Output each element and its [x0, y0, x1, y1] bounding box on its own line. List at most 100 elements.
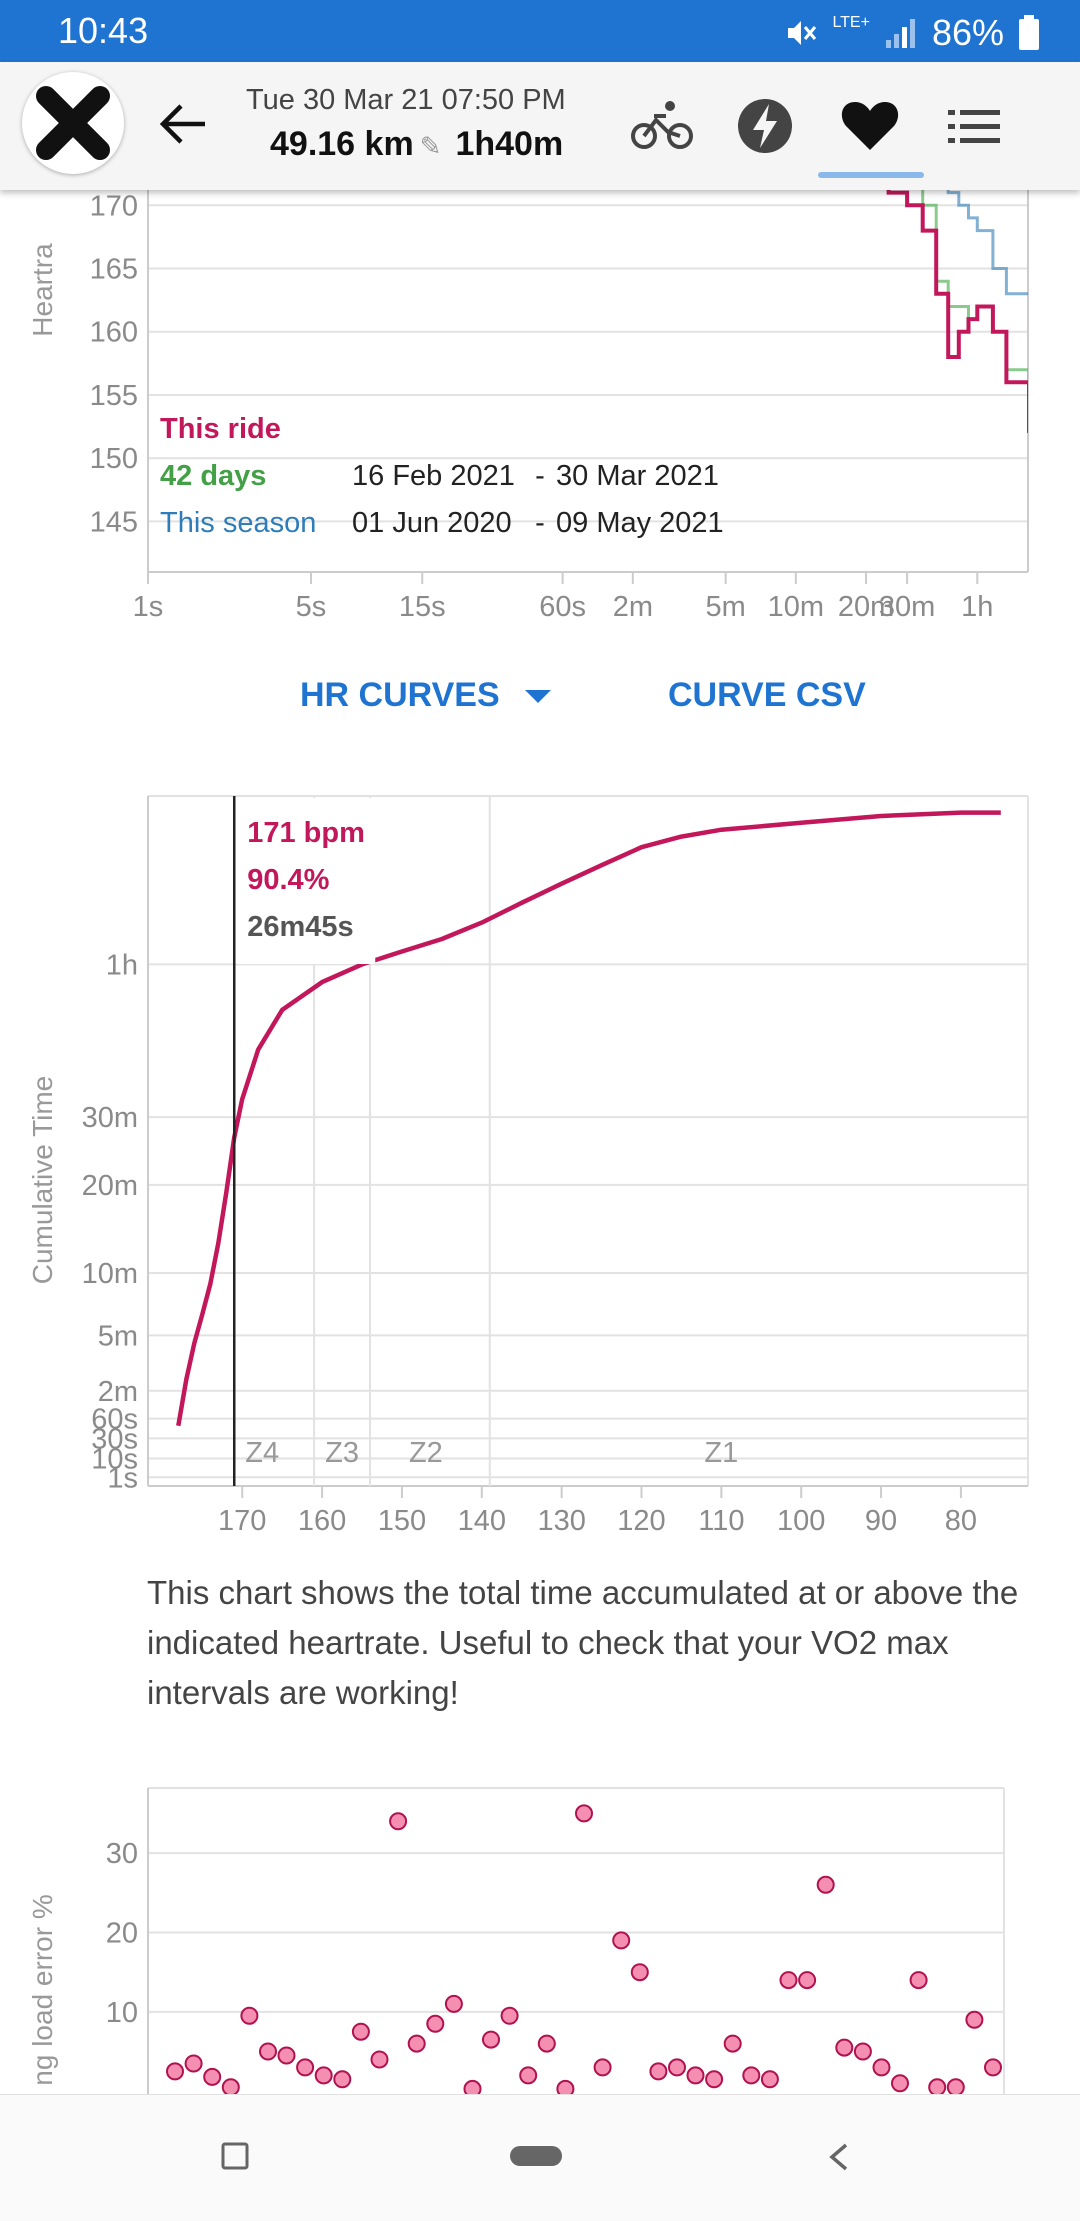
hr-x-tick: 10m: [768, 591, 824, 623]
ride-duration: 1h40m: [455, 125, 564, 163]
hr-x-tick: 30m: [879, 591, 935, 623]
recent-apps-icon[interactable]: [220, 2141, 250, 2171]
home-pill-icon[interactable]: [508, 2143, 564, 2169]
cursor-percent: 90.4%: [247, 864, 329, 896]
cum-y-tick: 60s: [91, 1404, 138, 1436]
signal-icon: [885, 19, 915, 48]
scatter-point: [984, 2058, 1002, 2077]
hr-y-tick: 145: [90, 506, 138, 538]
legend-season-from: 01 Jun 2020: [352, 507, 512, 539]
active-tab-indicator: [818, 172, 924, 178]
system-nav-bar: [0, 2094, 1080, 2221]
scatter-point: [184, 2054, 203, 2073]
zone-label: Z2: [409, 1437, 443, 1469]
scatter-point: [500, 2006, 519, 2025]
list-icon[interactable]: [942, 94, 1006, 158]
heart-icon[interactable]: [838, 94, 902, 158]
scatter-point: [649, 2062, 668, 2081]
scatter-point: [407, 2034, 426, 2053]
zone-label: Z1: [704, 1437, 738, 1469]
scatter-point: [668, 2058, 686, 2077]
scatter-point: [221, 2078, 240, 2094]
scatter-point: [779, 1971, 798, 1990]
hr-y-tick: 155: [90, 380, 138, 412]
power-icon[interactable]: [733, 94, 797, 158]
curve-csv-button[interactable]: CURVE CSV: [668, 676, 866, 714]
hr-x-tick: 1s: [133, 591, 164, 623]
scatter-point: [853, 2042, 872, 2061]
ride-stats: 49.16 km ✎ 1h40m: [270, 125, 563, 164]
cum-x-tick: 160: [298, 1505, 346, 1537]
cursor-tooltip: [237, 798, 376, 964]
cursor-time: 26m45s: [247, 911, 353, 943]
hr-curve-chart[interactable]: Heartra 170 165 160 155 150 145 1s 5s 15s 60s 2m 5m…: [0, 180, 1080, 640]
scatter-point: [296, 2058, 315, 2077]
scatter-point: [389, 1812, 408, 1831]
hr-y-tick: 170: [90, 190, 138, 222]
cum-x-tick: 140: [458, 1505, 506, 1537]
scatter-point: [760, 2070, 779, 2089]
scatter-y-tick: 10: [106, 1997, 138, 2029]
scatter-point: [277, 2046, 296, 2065]
edit-icon[interactable]: ✎: [419, 131, 442, 161]
hr-curves-button[interactable]: HR CURVES: [300, 676, 553, 715]
cumulative-time-chart[interactable]: Cumulative Time 1h 30m 20m 10m 5m 2m60s30s10s…: [0, 780, 1080, 1550]
cum-x-tick: 110: [698, 1505, 744, 1537]
scatter-point: [166, 2062, 184, 2081]
hr-series-line: [866, 180, 1028, 433]
legend-42-days-from: 16 Feb 2021: [352, 460, 515, 492]
scatter-point: [351, 2022, 370, 2041]
scatter-point: [203, 2067, 222, 2086]
scatter-point: [463, 2079, 482, 2094]
cumulative-y-axis-label: Cumulative Time: [27, 1076, 58, 1285]
bike-icon[interactable]: [630, 94, 694, 158]
scatter-point: [816, 1875, 835, 1894]
close-button[interactable]: [22, 72, 124, 174]
scatter-point: [686, 2066, 705, 2085]
battery-icon: [1019, 15, 1039, 50]
scatter-point: [891, 2074, 909, 2093]
ride-date: Tue 30 Mar 21 07:50 PM: [246, 84, 566, 116]
cum-y-tick: 10m: [82, 1258, 138, 1290]
back-arrow-icon[interactable]: [155, 94, 215, 154]
load-error-scatter-chart[interactable]: ng load error % 30 20 10: [0, 1770, 1080, 2094]
scatter-point: [798, 1971, 817, 1990]
cum-x-tick: 120: [617, 1505, 665, 1537]
hr-x-tick: 1h: [961, 591, 993, 623]
cum-x-tick: 100: [777, 1505, 825, 1537]
scatter-point: [556, 2079, 575, 2094]
hr-y-axis-label: Heartra: [27, 243, 58, 337]
legend-season-to: 09 May 2021: [556, 507, 724, 539]
scatter-point: [742, 2066, 761, 2085]
cum-x-tick: 170: [218, 1505, 266, 1537]
legend-this-season: This season: [160, 507, 316, 539]
scatter-point: [612, 1931, 631, 1950]
curve-buttons: HR CURVES CURVE CSV: [0, 670, 1080, 740]
back-nav-icon[interactable]: [824, 2141, 854, 2173]
hr-y-tick: 150: [90, 443, 138, 475]
hr-x-tick: 20m: [838, 591, 894, 623]
cum-y-tick: 10s: [91, 1444, 138, 1476]
legend-this-ride: This ride: [160, 413, 281, 445]
legend-season-sep: -: [535, 507, 545, 539]
cum-y-tick: 5m: [98, 1320, 138, 1352]
cum-x-tick: 90: [865, 1505, 897, 1537]
scatter-point: [946, 2078, 965, 2094]
hr-x-tick: 5m: [705, 591, 745, 623]
scatter-y-axis-label: ng load error %: [27, 1894, 58, 2085]
hr-y-tick: 165: [90, 254, 138, 286]
scatter-y-tick: 20: [106, 1917, 138, 1949]
scatter-point: [240, 2006, 259, 2025]
battery-percent: 86%: [931, 12, 1004, 53]
scatter-point: [314, 2066, 333, 2085]
cum-x-tick: 150: [378, 1505, 426, 1537]
zone-label: Z4: [245, 1437, 279, 1469]
zone-label: Z3: [325, 1437, 359, 1469]
scatter-point: [909, 1971, 928, 1990]
cum-y-tick: 30m: [82, 1102, 138, 1134]
cum-x-tick: 80: [945, 1505, 977, 1537]
scatter-point: [333, 2070, 352, 2089]
scatter-point: [259, 2042, 277, 2061]
status-time: 10:43: [58, 10, 149, 51]
hr-x-tick: 5s: [296, 591, 327, 623]
